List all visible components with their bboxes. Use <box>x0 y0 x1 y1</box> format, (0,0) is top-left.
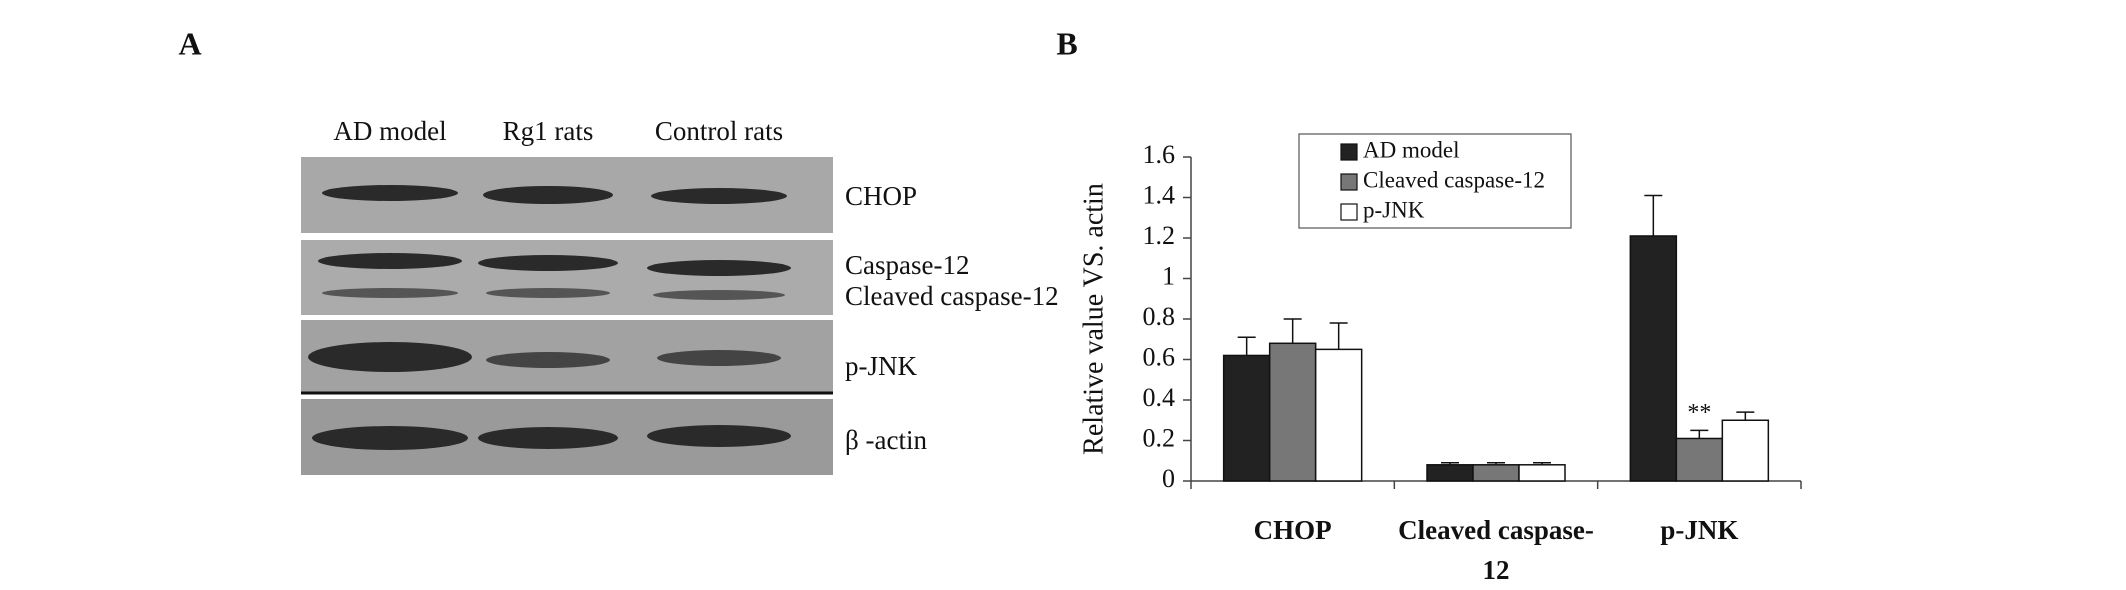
lane-label: Control rats <box>655 116 783 146</box>
legend-swatch <box>1340 203 1358 221</box>
y-tick-label: 1.2 <box>1143 221 1176 250</box>
row-label: Cleaved caspase-12 <box>845 281 1059 311</box>
bar <box>1518 464 1566 482</box>
band <box>318 253 462 269</box>
band <box>647 425 791 447</box>
annotation: ** <box>1687 400 1711 426</box>
panel-label: B <box>1056 25 1077 61</box>
y-axis-label: Relative value VS. actin <box>1078 183 1109 455</box>
y-tick-label: 0 <box>1162 464 1175 493</box>
band <box>478 427 618 449</box>
legend-swatch <box>1340 173 1358 191</box>
band <box>486 352 610 368</box>
panel-label: A <box>178 25 201 61</box>
y-tick-label: 0.8 <box>1143 302 1176 331</box>
lane-label: Rg1 rats <box>503 116 594 146</box>
x-tick-label: Cleaved caspase-12 <box>1398 515 1594 585</box>
row-label: p-JNK <box>845 351 917 381</box>
row-label: Caspase-12 <box>845 250 969 280</box>
bar <box>1268 342 1317 482</box>
bands <box>308 185 791 450</box>
bar <box>1222 354 1271 482</box>
bar <box>1675 437 1724 482</box>
y-tick-label: 1.4 <box>1143 180 1176 209</box>
band <box>312 426 468 450</box>
band <box>651 188 787 204</box>
band <box>322 288 458 298</box>
bar <box>1314 348 1363 482</box>
x-tick-label: CHOP <box>1253 515 1332 545</box>
y-tick-label: 1 <box>1162 261 1175 290</box>
band <box>308 342 472 372</box>
legend-swatch <box>1340 143 1358 161</box>
lane-label: AD model <box>333 116 446 146</box>
band <box>486 288 610 298</box>
bar <box>1721 419 1770 482</box>
band <box>483 186 613 204</box>
band <box>657 350 781 366</box>
legend-label: AD model <box>1363 137 1459 162</box>
y-tick-label: 0.4 <box>1143 383 1176 412</box>
y-tick-label: 0.2 <box>1143 423 1176 452</box>
band <box>478 255 618 271</box>
band <box>322 185 458 201</box>
x-tick-label: p-JNK <box>1660 515 1739 545</box>
legend-label: p-JNK <box>1363 197 1425 222</box>
row-label: β -actin <box>845 425 927 455</box>
legend-label: Cleaved caspase-12 <box>1363 167 1545 192</box>
row-label: CHOP <box>845 181 917 211</box>
bar <box>1629 235 1678 482</box>
western-blot <box>301 157 833 475</box>
blot-strip <box>301 240 833 315</box>
y-tick-label: 1.6 <box>1143 140 1176 169</box>
y-tick-label: 0.6 <box>1143 342 1176 371</box>
bar <box>1426 464 1474 482</box>
band <box>647 260 791 276</box>
band <box>653 290 785 300</box>
bar <box>1472 464 1520 482</box>
